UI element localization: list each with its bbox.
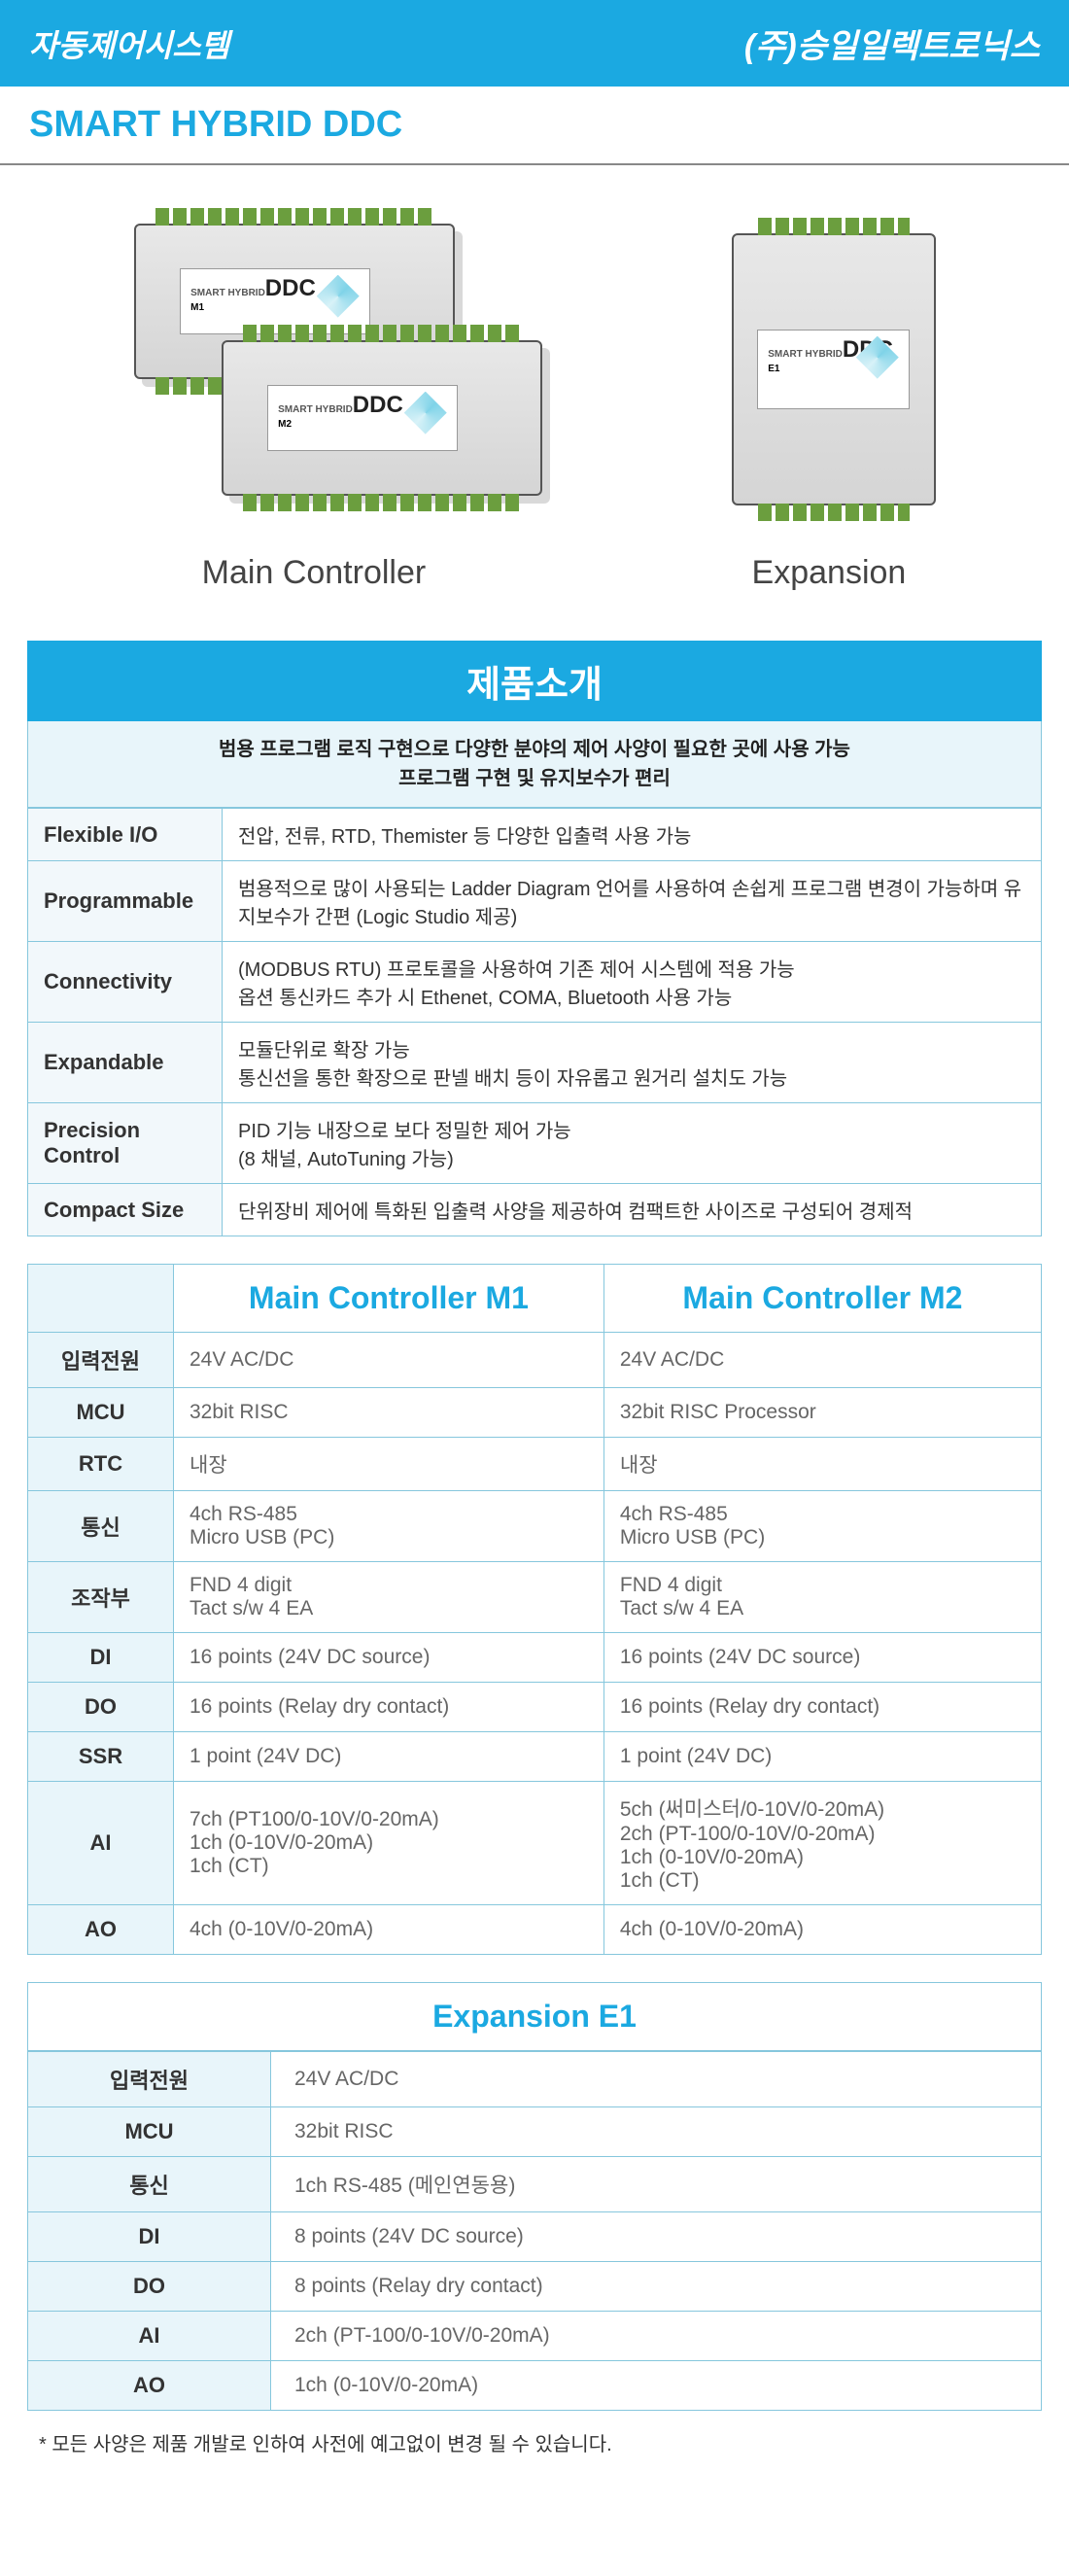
exp-val: 32bit RISC	[271, 2107, 1042, 2157]
intro-desc: 범용 프로그램 로직 구현으로 다양한 분야의 제어 사양이 필요한 곳에 사용…	[27, 721, 1042, 808]
main-controller-image: SMART HYBRIDDDCM1 SMART HYBRIDDDCM2	[134, 224, 523, 515]
intro-table: Flexible I/O전압, 전류, RTD, Themister 등 다양한…	[27, 808, 1042, 1236]
caption-main: Main Controller	[163, 554, 427, 592]
intro-title: 제품소개	[27, 641, 1042, 721]
spec-val: 내장	[603, 1438, 1041, 1491]
header-title: 자동제어시스템	[29, 21, 229, 66]
exp-val: 8 points (24V DC source)	[271, 2212, 1042, 2262]
exp-key: MCU	[28, 2107, 271, 2157]
intro-key: Connectivity	[28, 942, 223, 1023]
spec-key: AO	[28, 1905, 174, 1955]
spec-header	[28, 1265, 174, 1333]
spec-val: 4ch (0-10V/0-20mA)	[174, 1905, 604, 1955]
spec-key: DI	[28, 1633, 174, 1683]
spec-key: SSR	[28, 1732, 174, 1782]
exp-key: 통신	[28, 2157, 271, 2212]
exp-val: 1ch (0-10V/0-20mA)	[271, 2361, 1042, 2411]
spec-val: 내장	[174, 1438, 604, 1491]
spec-val: 16 points (Relay dry contact)	[174, 1683, 604, 1732]
spec-val: 32bit RISC Processor	[603, 1388, 1041, 1438]
expansion-image: SMART HYBRIDDDCE1	[732, 233, 936, 505]
spec-val: 24V AC/DC	[603, 1333, 1041, 1388]
spec-val: 1 point (24V DC)	[603, 1732, 1041, 1782]
spec-key: 통신	[28, 1491, 174, 1562]
exp-key: AI	[28, 2312, 271, 2361]
spec-val: 16 points (24V DC source)	[174, 1633, 604, 1683]
expansion-title: Expansion E1	[27, 1982, 1042, 2051]
spec-val: 4ch RS-485 Micro USB (PC)	[603, 1491, 1041, 1562]
spec-header: Main Controller M2	[603, 1265, 1041, 1333]
spec-val: 16 points (Relay dry contact)	[603, 1683, 1041, 1732]
intro-val: 범용적으로 많이 사용되는 Ladder Diagram 언어를 사용하여 손쉽…	[223, 861, 1042, 942]
exp-val: 2ch (PT-100/0-10V/0-20mA)	[271, 2312, 1042, 2361]
spec-val: 5ch (써미스터/0-10V/0-20mA) 2ch (PT-100/0-10…	[603, 1782, 1041, 1905]
spec-val: FND 4 digit Tact s/w 4 EA	[603, 1562, 1041, 1633]
exp-key: DI	[28, 2212, 271, 2262]
exp-val: 24V AC/DC	[271, 2052, 1042, 2107]
spec-key: RTC	[28, 1438, 174, 1491]
subtitle: SMART HYBRID DDC	[0, 87, 1069, 165]
spec-table: Main Controller M1Main Controller M2 입력전…	[27, 1264, 1042, 1955]
spec-key: MCU	[28, 1388, 174, 1438]
caption-exp: Expansion	[752, 554, 907, 592]
intro-val: 모듈단위로 확장 가능 통신선을 통한 확장으로 판넬 배치 등이 자유롭고 원…	[223, 1023, 1042, 1103]
exp-key: DO	[28, 2262, 271, 2312]
expansion-table: 입력전원24V AC/DCMCU32bit RISC통신1ch RS-485 (…	[27, 2051, 1042, 2411]
header-company: (주)승일일렉트로닉스	[744, 19, 1040, 67]
intro-key: Precision Control	[28, 1103, 223, 1184]
header: 자동제어시스템 (주)승일일렉트로닉스	[0, 0, 1069, 87]
intro-val: (MODBUS RTU) 프로토콜을 사용하여 기존 제어 시스템에 적용 가능…	[223, 942, 1042, 1023]
exp-val: 1ch RS-485 (메인연동용)	[271, 2157, 1042, 2212]
intro-val: 단위장비 제어에 특화된 입출력 사양을 제공하여 컴팩트한 사이즈로 구성되어…	[223, 1184, 1042, 1236]
spec-val: 24V AC/DC	[174, 1333, 604, 1388]
spec-val: FND 4 digit Tact s/w 4 EA	[174, 1562, 604, 1633]
spec-key: 조작부	[28, 1562, 174, 1633]
exp-key: 입력전원	[28, 2052, 271, 2107]
spec-val: 4ch RS-485 Micro USB (PC)	[174, 1491, 604, 1562]
spec-header: Main Controller M1	[174, 1265, 604, 1333]
intro-key: Programmable	[28, 861, 223, 942]
footnote: * 모든 사양은 제품 개발로 인하여 사전에 예고없이 변경 될 수 있습니다…	[0, 2411, 1069, 2495]
exp-val: 8 points (Relay dry contact)	[271, 2262, 1042, 2312]
spec-key: AI	[28, 1782, 174, 1905]
caption-row: Main Controller Expansion	[0, 535, 1069, 641]
intro-key: Flexible I/O	[28, 809, 223, 861]
product-images: SMART HYBRIDDDCM1 SMART HYBRIDDDCM2 SMAR…	[0, 165, 1069, 535]
spec-val: 7ch (PT100/0-10V/0-20mA) 1ch (0-10V/0-20…	[174, 1782, 604, 1905]
exp-key: AO	[28, 2361, 271, 2411]
intro-val: 전압, 전류, RTD, Themister 등 다양한 입출력 사용 가능	[223, 809, 1042, 861]
intro-val: PID 기능 내장으로 보다 정밀한 제어 가능 (8 채널, AutoTuni…	[223, 1103, 1042, 1184]
spec-val: 16 points (24V DC source)	[603, 1633, 1041, 1683]
spec-val: 4ch (0-10V/0-20mA)	[603, 1905, 1041, 1955]
intro-key: Expandable	[28, 1023, 223, 1103]
spec-val: 32bit RISC	[174, 1388, 604, 1438]
intro-key: Compact Size	[28, 1184, 223, 1236]
spec-val: 1 point (24V DC)	[174, 1732, 604, 1782]
spec-key: DO	[28, 1683, 174, 1732]
spec-key: 입력전원	[28, 1333, 174, 1388]
